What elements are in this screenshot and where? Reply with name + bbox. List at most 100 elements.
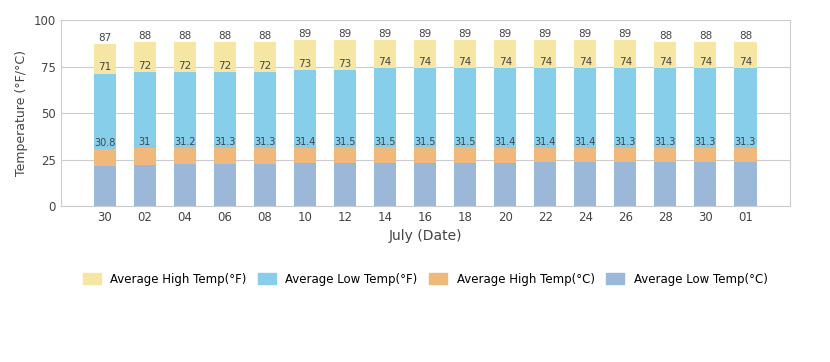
Text: 88: 88 <box>258 31 271 41</box>
Bar <box>334 41 356 206</box>
Text: 74: 74 <box>418 57 432 67</box>
Text: 89: 89 <box>378 29 392 39</box>
Bar <box>494 41 516 206</box>
Bar <box>94 74 116 206</box>
Bar <box>695 148 716 206</box>
Text: 74: 74 <box>739 57 752 67</box>
Bar <box>654 148 676 206</box>
Text: 73: 73 <box>339 59 352 69</box>
Bar <box>334 163 356 206</box>
Text: 31: 31 <box>139 138 151 147</box>
Bar <box>174 72 196 206</box>
Bar <box>94 149 116 206</box>
Bar <box>454 68 476 206</box>
Text: 23: 23 <box>299 152 311 162</box>
Text: 31.5: 31.5 <box>374 136 396 147</box>
Bar <box>695 162 716 206</box>
Text: 31.5: 31.5 <box>455 136 476 147</box>
Bar <box>414 147 436 206</box>
Text: 89: 89 <box>339 29 352 39</box>
Text: 23.5: 23.5 <box>574 151 596 161</box>
Bar <box>134 42 156 206</box>
Bar <box>254 72 276 206</box>
Text: 74: 74 <box>659 57 672 67</box>
Text: 72: 72 <box>139 60 152 71</box>
Text: 89: 89 <box>458 29 471 39</box>
Text: 74: 74 <box>539 57 552 67</box>
Bar <box>94 44 116 206</box>
Text: 74: 74 <box>699 57 712 67</box>
Bar <box>614 68 637 206</box>
Y-axis label: Temperature (°F/°C): Temperature (°F/°C) <box>15 50 28 176</box>
Text: 31.2: 31.2 <box>174 137 196 147</box>
Text: 23.5: 23.5 <box>614 151 636 161</box>
Bar <box>695 42 716 206</box>
Text: 89: 89 <box>539 29 552 39</box>
Text: 74: 74 <box>499 57 512 67</box>
Text: 23.5: 23.5 <box>735 151 756 161</box>
Text: 88: 88 <box>178 31 192 41</box>
Text: 23.5: 23.5 <box>535 151 556 161</box>
Bar <box>414 68 436 206</box>
Bar <box>94 165 116 206</box>
Text: 89: 89 <box>618 29 632 39</box>
Text: 73: 73 <box>299 59 311 69</box>
Bar <box>254 148 276 206</box>
Text: 72: 72 <box>258 60 271 71</box>
Text: 22.1: 22.1 <box>134 154 156 164</box>
Bar <box>454 41 476 206</box>
Text: 31.5: 31.5 <box>334 136 356 147</box>
Bar <box>134 72 156 206</box>
Bar <box>654 162 676 206</box>
Text: 22.7: 22.7 <box>254 153 276 163</box>
Bar <box>294 41 316 206</box>
Bar <box>695 68 716 206</box>
X-axis label: July (Date): July (Date) <box>388 230 462 244</box>
Bar <box>294 163 316 206</box>
Bar <box>134 165 156 206</box>
Text: 23.3: 23.3 <box>414 152 436 162</box>
Bar <box>614 162 637 206</box>
Text: 89: 89 <box>499 29 512 39</box>
Text: 88: 88 <box>139 31 152 41</box>
Text: 88: 88 <box>739 31 752 41</box>
Bar <box>214 42 236 206</box>
Bar <box>535 162 556 206</box>
Bar <box>494 68 516 206</box>
Text: 31.3: 31.3 <box>254 137 276 147</box>
Bar <box>454 163 476 206</box>
Text: 31.3: 31.3 <box>735 137 756 147</box>
Text: 89: 89 <box>418 29 432 39</box>
Bar <box>654 42 676 206</box>
Bar <box>574 41 596 206</box>
Bar <box>374 68 396 206</box>
Bar <box>574 68 596 206</box>
Bar <box>334 70 356 206</box>
Bar <box>454 147 476 206</box>
Bar <box>254 164 276 206</box>
Bar <box>254 42 276 206</box>
Text: 74: 74 <box>378 57 392 67</box>
Text: 23.5: 23.5 <box>695 151 716 161</box>
Bar <box>214 148 236 206</box>
Text: 23.4: 23.4 <box>455 152 476 161</box>
Bar <box>735 148 756 206</box>
Bar <box>174 42 196 206</box>
Bar <box>614 41 637 206</box>
Text: 72: 72 <box>178 60 192 71</box>
Bar <box>535 41 556 206</box>
Legend: Average High Temp(°F), Average Low Temp(°F), Average High Temp(°C), Average Low : Average High Temp(°F), Average Low Temp(… <box>78 268 772 290</box>
Text: 89: 89 <box>299 29 311 39</box>
Bar <box>374 147 396 206</box>
Text: 74: 74 <box>458 57 471 67</box>
Bar <box>374 163 396 206</box>
Text: 74: 74 <box>618 57 632 67</box>
Text: 22.7: 22.7 <box>214 153 236 163</box>
Bar <box>735 68 756 206</box>
Bar <box>174 164 196 206</box>
Text: 88: 88 <box>659 31 672 41</box>
Text: 31.4: 31.4 <box>295 137 315 147</box>
Text: 87: 87 <box>98 33 111 43</box>
Text: 72: 72 <box>218 60 232 71</box>
Text: 74: 74 <box>579 57 592 67</box>
